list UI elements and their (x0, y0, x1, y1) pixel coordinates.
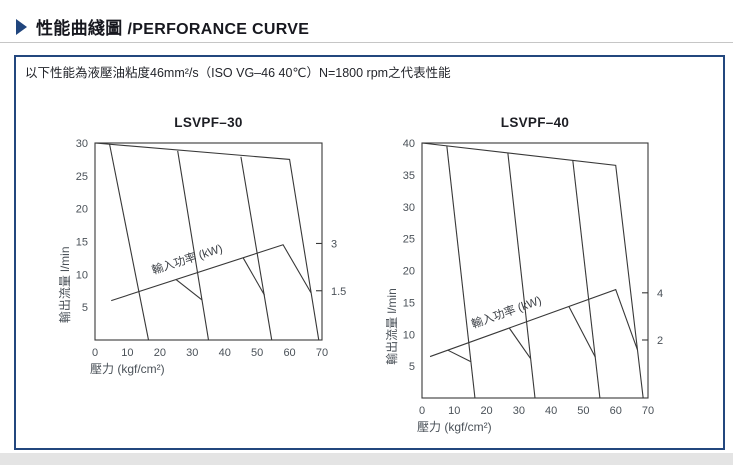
x-tick-label: 60 (610, 405, 622, 417)
flow-envelope (94, 142, 320, 341)
cutoff-line-2 (177, 150, 210, 341)
cutoff-line-3 (572, 160, 601, 399)
chart-title: LSVPF–40 (501, 115, 569, 130)
page-title-cn: 性能曲綫圖 (36, 19, 123, 38)
x-tick-label: 70 (316, 347, 328, 359)
page-title-en: /PERFORANCE CURVE (127, 21, 310, 38)
cutoff-line-1 (446, 146, 476, 399)
cutoff-line-3 (240, 156, 273, 341)
x-tick-label: 50 (577, 405, 589, 417)
x-axis-label: 壓力 (kgf/cm²) (90, 362, 165, 376)
conditions-note: 以下性能為液壓油粘度46mm²/s（ISO VG–46 40℃）N=1800 r… (25, 66, 451, 80)
power-curve-label: 輸入功率 (kW) (150, 241, 224, 277)
y-tick-label: 25 (403, 234, 415, 246)
y-tick-label: 40 (403, 138, 415, 150)
y-tick-label: 30 (76, 138, 88, 150)
x-tick-label: 10 (121, 347, 133, 359)
y-axis-label: 輸出流量 l/min (57, 247, 72, 324)
page-header: 性能曲綫圖 /PERFORANCE CURVE (16, 14, 716, 39)
cutoff-line-1 (109, 144, 150, 341)
power-curve-label: 輸入功率 (kW) (469, 293, 543, 331)
performance-chart-lsvpf-40: LSVPF–40 0 10 20 30 40 50 60 70 5 10 15 20 25 30 35 40 4 2… (384, 115, 663, 434)
page-bottom-strip (0, 453, 733, 465)
power-notch-1 (447, 349, 471, 363)
x-tick-label: 0 (92, 347, 98, 359)
y2-tick-label: 1.5 (331, 286, 346, 298)
flow-envelope (421, 142, 644, 399)
y-tick-label: 20 (403, 266, 415, 278)
y-tick-label: 15 (403, 297, 415, 309)
cutoff-line-2 (507, 153, 536, 399)
y-axis-label: 輸出流量 l/min (384, 288, 399, 365)
y2-tick-label: 2 (657, 335, 663, 347)
power-notch-2 (175, 279, 203, 301)
x-tick-label: 20 (154, 347, 166, 359)
power-notch-3 (568, 306, 596, 358)
performance-chart-lsvpf-30: LSVPF–30 0 10 20 30 40 50 60 70 5 10 15 20 25 30 3 1.5 壓力… (57, 115, 346, 376)
y2-tick-label: 3 (331, 238, 337, 250)
x-tick-label: 50 (251, 347, 263, 359)
x-tick-label: 40 (219, 347, 231, 359)
x-tick-label: 10 (448, 405, 460, 417)
y-tick-label: 10 (403, 329, 415, 341)
y-tick-label: 20 (76, 204, 88, 216)
x-tick-label: 30 (186, 347, 198, 359)
y-tick-label: 30 (403, 202, 415, 214)
y-tick-label: 25 (76, 171, 88, 183)
y-tick-label: 5 (409, 361, 415, 373)
x-tick-label: 40 (545, 405, 557, 417)
x-tick-label: 60 (283, 347, 295, 359)
y-tick-label: 15 (76, 237, 88, 249)
chart-title: LSVPF–30 (174, 115, 242, 130)
x-axis-label: 壓力 (kgf/cm²) (417, 420, 492, 434)
y-tick-label: 5 (82, 302, 88, 314)
power-curve (111, 244, 312, 302)
x-tick-label: 70 (642, 405, 654, 417)
page-title: 性能曲綫圖 /PERFORANCE CURVE (36, 14, 309, 39)
section-arrow-icon (16, 18, 27, 35)
x-tick-label: 0 (419, 405, 425, 417)
x-tick-label: 30 (513, 405, 525, 417)
power-curve (429, 288, 638, 358)
x-tick-label: 20 (480, 405, 492, 417)
power-notch-3 (242, 257, 266, 296)
plot-frame (421, 142, 649, 399)
y2-tick-label: 4 (657, 288, 663, 300)
content-box (14, 55, 725, 450)
title-underline (0, 42, 733, 43)
y-tick-label: 10 (76, 269, 88, 281)
y-tick-label: 35 (403, 170, 415, 182)
power-notch-2 (508, 327, 531, 359)
